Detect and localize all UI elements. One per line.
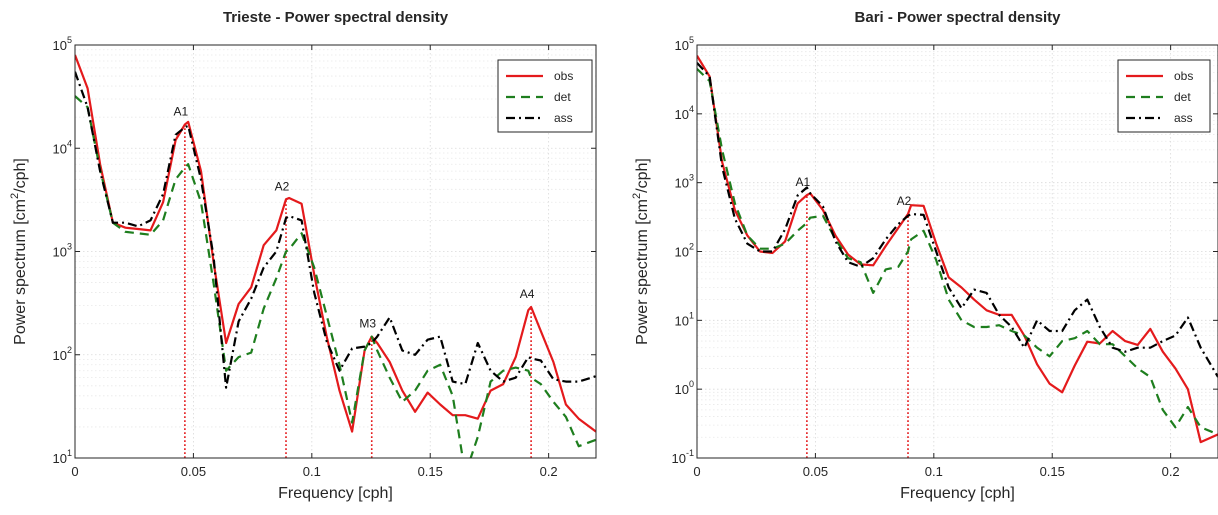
bari-series xyxy=(697,55,1218,444)
trieste-y-tick-label: 101 xyxy=(53,448,72,466)
bari-y-tick-label: 10-1 xyxy=(672,448,694,466)
trieste-marker-label-a1: A1 xyxy=(174,104,189,118)
trieste-x-ticks: 0 0.05 0.1 0.15 0.2 xyxy=(71,45,558,479)
trieste-legend-label-ass: ass xyxy=(554,111,573,125)
bari-series-det xyxy=(697,68,1218,436)
bari-y-tick-label: 102 xyxy=(675,242,694,260)
trieste-chart-title: Trieste - Power spectral density xyxy=(223,9,449,26)
bari-y-axis-label: Power spectrum [cm2/cph] xyxy=(631,158,651,345)
bari-legend-label-ass: ass xyxy=(1174,111,1193,125)
trieste-marker-label-m3: M3 xyxy=(359,317,376,331)
trieste-x-tick-label: 0.15 xyxy=(418,464,443,479)
trieste-x-tick-label: 0.2 xyxy=(540,464,558,479)
bari-y-ticks: 10-1 100 101 102 103 104 105 xyxy=(672,35,1218,466)
trieste-y-axis-label: Power spectrum [cm2/cph] xyxy=(9,158,29,345)
bari-x-tick-label: 0.05 xyxy=(803,464,828,479)
bari-legend-label-obs: obs xyxy=(1174,69,1193,83)
trieste-y-tick-label: 104 xyxy=(53,138,72,156)
trieste-series-det xyxy=(75,95,596,458)
bari-y-tick-label: 103 xyxy=(675,173,694,191)
bari-y-tick-label: 104 xyxy=(675,104,694,122)
trieste-x-axis-label: Frequency [cph] xyxy=(278,485,393,502)
trieste-y-tick-label: 102 xyxy=(53,345,72,363)
bari-series-obs xyxy=(697,55,1218,444)
trieste-legend-label-det: det xyxy=(554,90,571,104)
bari-x-axis-label: Frequency [cph] xyxy=(900,485,1015,502)
bari-y-tick-label: 105 xyxy=(675,35,694,53)
bari-legend-label-det: det xyxy=(1174,90,1191,104)
trieste-y-ticks: 101 102 103 104 105 xyxy=(53,35,596,466)
bari-marker-label-a2: A2 xyxy=(897,194,912,208)
bari-series-ass xyxy=(697,62,1218,378)
trieste-series-obs xyxy=(75,54,596,433)
trieste-marker-label-a2: A2 xyxy=(275,179,290,193)
trieste-annotations: A1 A2 M3 A4 xyxy=(174,104,535,458)
bari-grid xyxy=(697,45,1218,458)
trieste-x-tick-label: 0 xyxy=(71,464,78,479)
bari-marker-label-a1: A1 xyxy=(796,175,811,189)
bari-x-tick-label: 0.2 xyxy=(1162,464,1180,479)
trieste-x-tick-label: 0.1 xyxy=(303,464,321,479)
trieste-y-tick-label: 105 xyxy=(53,35,72,53)
trieste-legend: obs det ass xyxy=(497,59,593,133)
trieste-y-tick-label: 103 xyxy=(53,242,72,260)
trieste-marker-label-a4: A4 xyxy=(520,287,535,301)
bari-y-tick-label: 100 xyxy=(675,379,694,397)
bari-x-tick-label: 0.1 xyxy=(925,464,943,479)
bari-y-tick-label: 101 xyxy=(675,310,694,328)
bari-x-tick-label: 0.15 xyxy=(1040,464,1065,479)
trieste-x-tick-label: 0.05 xyxy=(181,464,206,479)
trieste-legend-label-obs: obs xyxy=(554,69,573,83)
trieste-series xyxy=(75,54,596,458)
bari-annotations: A1 A2 xyxy=(796,175,912,458)
trieste-chart: A1 A2 M3 A4 0 0.05 0.1 0.15 0.2 101 102 103 104 105 Tr… xyxy=(9,9,597,502)
bari-legend: obs det ass xyxy=(1117,59,1211,133)
bari-chart-title: Bari - Power spectral density xyxy=(855,9,1062,26)
bari-x-ticks: 0 0.05 0.1 0.15 0.2 xyxy=(693,45,1180,479)
bari-x-tick-label: 0 xyxy=(693,464,700,479)
trieste-series-ass xyxy=(75,71,596,389)
